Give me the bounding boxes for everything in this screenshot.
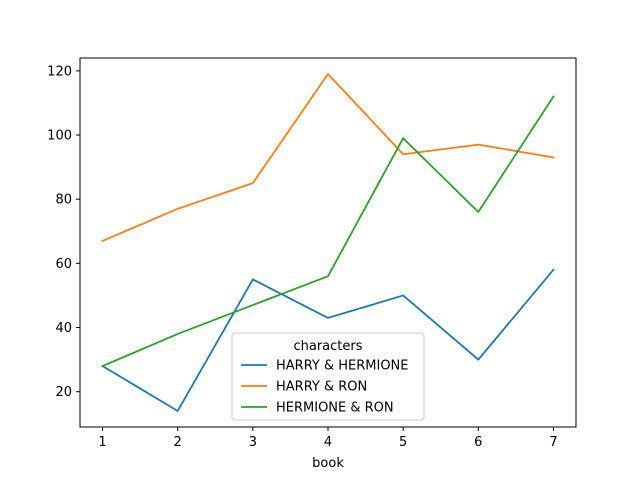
y-tick-label: 100 bbox=[47, 129, 72, 144]
y-tick-label: 20 bbox=[55, 385, 72, 400]
x-tick-label: 4 bbox=[324, 435, 332, 450]
x-tick-label: 6 bbox=[474, 435, 482, 450]
x-tick-label: 3 bbox=[249, 435, 257, 450]
series-line-3 bbox=[101, 95, 555, 368]
x-axis-label: book bbox=[312, 456, 344, 471]
legend-title: characters bbox=[293, 339, 362, 354]
series-line-1 bbox=[101, 268, 555, 412]
y-tick-label: 60 bbox=[55, 257, 72, 272]
x-tick-label: 2 bbox=[174, 435, 182, 450]
x-tick-label: 1 bbox=[98, 435, 106, 450]
series-line-2 bbox=[101, 73, 555, 243]
legend-entry-1: HARRY & HERMIONE bbox=[276, 359, 409, 374]
legend-entry-3: HERMIONE & RON bbox=[276, 401, 394, 416]
y-tick-label: 120 bbox=[47, 64, 72, 79]
legend-box bbox=[231, 332, 425, 421]
x-tick-label: 5 bbox=[399, 435, 407, 450]
legend-entry-2: HARRY & RON bbox=[276, 380, 367, 395]
x-tick-label: 7 bbox=[549, 435, 557, 450]
y-tick-label: 80 bbox=[55, 193, 72, 208]
legend: characters HARRY & HERMIONE HARRY & RON HER… bbox=[231, 332, 425, 421]
axes-layer: 1 2 3 4 5 6 7 20 40 60 80 100 120 bbox=[47, 57, 577, 450]
y-tick-label: 40 bbox=[55, 321, 72, 336]
series-layer bbox=[101, 73, 555, 412]
